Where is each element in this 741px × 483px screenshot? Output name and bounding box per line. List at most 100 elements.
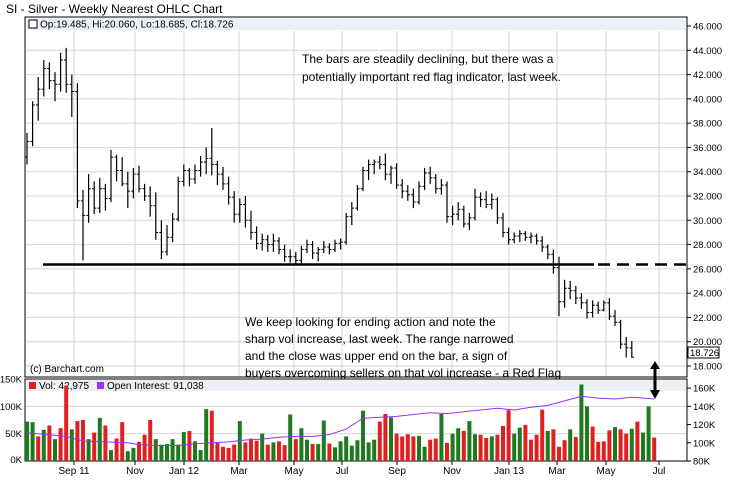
volume-bar — [473, 434, 477, 461]
volume-legend-swatch — [29, 382, 36, 389]
oi-tick-label: 80K — [693, 457, 711, 468]
volume-bar — [47, 425, 52, 461]
ohlc-bar — [299, 245, 304, 265]
ohlc-bar — [192, 164, 198, 184]
volume-bar — [215, 442, 220, 461]
volume-bar — [456, 428, 461, 461]
volume-bar — [92, 432, 97, 461]
volume-bar — [181, 432, 186, 461]
volume-bar — [618, 429, 623, 461]
volume-bar — [624, 433, 629, 461]
volume-bar — [36, 436, 41, 461]
volume-bar — [433, 438, 438, 461]
volume-bar — [310, 444, 315, 461]
volume-bar — [361, 410, 365, 461]
volume-bar — [573, 436, 578, 461]
ohlc-bar — [310, 240, 315, 260]
price-legend-swatch — [28, 19, 38, 29]
volume-bar — [114, 438, 119, 461]
ohlc-bar — [573, 285, 578, 305]
arrow-head-up — [650, 361, 660, 369]
ohlc-bar — [405, 185, 410, 201]
volume-bar — [489, 436, 494, 461]
volume-bar — [579, 384, 584, 461]
volume-bar — [517, 427, 522, 461]
volume-bar — [232, 444, 237, 461]
ohlc-bar — [80, 189, 86, 261]
volume-bar — [282, 445, 287, 461]
ohlc-bar — [293, 251, 298, 266]
volume-bar — [652, 437, 657, 461]
ohlc-bar — [136, 165, 142, 193]
ohlc-bar — [607, 298, 612, 320]
ohlc-bar — [92, 181, 97, 215]
ohlc-bar — [265, 234, 270, 252]
annotation-top-line-2: potentially important red flag indicator… — [302, 70, 561, 84]
volume-bar — [568, 429, 573, 461]
volume-bar — [467, 421, 472, 461]
volume-bar — [159, 444, 164, 461]
ohlc-bar — [506, 227, 511, 245]
ohlc-bar — [568, 281, 573, 300]
ohlc-bar — [528, 232, 534, 244]
ohlc-bar — [444, 181, 450, 223]
annotation-mid-line-4: buyers overcoming sellers on that vol in… — [245, 366, 562, 380]
ohlc-bar — [562, 279, 567, 308]
ohlc-bar — [316, 247, 321, 262]
ohlc-bar — [153, 192, 158, 240]
ohlc-legend: Op:19.485, Hi:20.060, Lo:18.685, Cl:18.7… — [40, 20, 234, 31]
price-legend-strip — [26, 18, 686, 30]
open-interest-axis: 80K 100K 120K 140K 160K — [687, 384, 716, 468]
annotation-mid-line-2: sharp vol increase, last week. The range… — [245, 332, 514, 346]
ohlc-bar — [433, 174, 438, 194]
x-tick-label: Jan 12 — [169, 466, 199, 477]
volume-legend-strip — [26, 380, 686, 391]
ohlc-bar — [248, 210, 254, 240]
ohlc-bar — [450, 205, 455, 226]
ohlc-bar — [601, 300, 606, 312]
last-price-badge — [687, 346, 720, 359]
volume-bar — [299, 428, 304, 461]
ohlc-bar — [456, 202, 461, 221]
volume-bar — [450, 433, 455, 461]
annotation-mid-line-1: We keep looking for ending action and no… — [245, 315, 496, 329]
ohlc-bar — [232, 191, 237, 223]
volume-bar — [411, 436, 416, 461]
ohlc-bar — [52, 72, 58, 102]
ohlc-bar — [181, 164, 186, 187]
ohlc-bar — [629, 340, 634, 358]
ohlc-bar — [394, 163, 399, 189]
ohlc-bar — [148, 186, 153, 217]
volume-bar — [445, 442, 449, 461]
x-tick-label: Jan 13 — [494, 466, 524, 477]
oi-tick-label: 120K — [693, 420, 716, 431]
ohlc-bar — [164, 225, 170, 256]
volume-bar — [204, 409, 209, 461]
x-tick-label: Jul — [653, 466, 666, 477]
volume-bar — [344, 436, 349, 461]
ohlc-bar — [237, 198, 242, 223]
volume-bar — [400, 436, 405, 461]
volume-axis: 0K 50K 100K 150K — [0, 375, 23, 467]
ohlc-bar — [428, 166, 433, 184]
ohlc-bar — [142, 183, 147, 201]
ohlc-bar — [534, 233, 539, 245]
price-tick-label: 18.000 — [693, 362, 722, 373]
volume-bar — [635, 421, 640, 461]
ohlc-bar — [215, 160, 220, 186]
volume-bar — [277, 441, 281, 461]
ohlc-bar — [556, 256, 562, 317]
ohlc-bar — [64, 47, 69, 93]
volume-bar — [383, 413, 388, 461]
price-tick-label: 28.000 — [693, 240, 722, 251]
ohlc-bar — [416, 181, 422, 205]
volume-bar — [86, 439, 91, 461]
volume-bar — [265, 444, 270, 461]
ohlc-bar — [36, 77, 41, 121]
volume-bar — [377, 421, 382, 461]
volume-gridlines — [26, 405, 686, 435]
volume-bar — [366, 442, 371, 461]
price-tick-label: 34.000 — [693, 167, 722, 178]
oi-tick-label: 160K — [693, 384, 716, 395]
